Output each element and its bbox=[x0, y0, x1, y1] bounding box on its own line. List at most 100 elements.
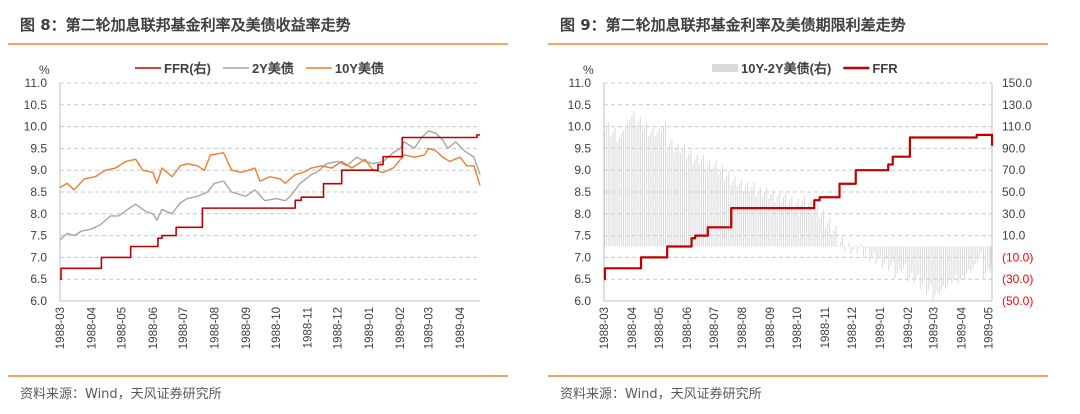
spread-bar bbox=[677, 144, 679, 247]
spread-bar bbox=[654, 136, 656, 247]
spread-bar bbox=[869, 246, 871, 262]
y-tick-label: 9.5 bbox=[574, 141, 591, 155]
spread-bar bbox=[713, 164, 715, 247]
spread-bar bbox=[675, 148, 677, 247]
x-tick-label: 1988-06 bbox=[148, 307, 160, 349]
spread-bar bbox=[686, 158, 688, 247]
spread-bar bbox=[753, 182, 755, 247]
y2-tick-label: (30.0) bbox=[1002, 272, 1033, 286]
spread-bar bbox=[614, 127, 616, 247]
spread-bar bbox=[968, 246, 970, 270]
y-tick-label: 10.5 bbox=[568, 98, 592, 112]
spread-bar bbox=[856, 246, 858, 254]
x-tick-label: 1988-04 bbox=[86, 306, 98, 349]
y2-tick-label: (50.0) bbox=[1002, 294, 1033, 308]
x-tick-label: 1988-11 bbox=[820, 307, 832, 348]
spread-bar bbox=[808, 202, 810, 247]
footer-divider bbox=[548, 375, 1048, 377]
spread-bar bbox=[945, 246, 947, 290]
spread-bar bbox=[919, 246, 921, 290]
spread-bar bbox=[959, 246, 961, 280]
footer-divider bbox=[8, 375, 508, 377]
y2-tick-label: 150.0 bbox=[1002, 76, 1032, 90]
y-tick-label: 9.5 bbox=[30, 141, 47, 155]
spread-bar bbox=[707, 164, 709, 247]
y2-tick-label: 10.0 bbox=[1002, 229, 1026, 243]
spread-bar bbox=[921, 246, 923, 285]
spread-bar bbox=[839, 241, 841, 247]
spread-bar bbox=[953, 246, 955, 280]
spread-bar bbox=[932, 246, 934, 300]
spread-bar bbox=[951, 246, 953, 284]
y-tick-label: 10.0 bbox=[24, 120, 48, 134]
x-tick-label: 1988-07 bbox=[709, 307, 721, 349]
spread-bar bbox=[761, 196, 763, 247]
y2-tick-label: 30.0 bbox=[1002, 207, 1026, 221]
spread-bar bbox=[978, 246, 980, 258]
spread-bar bbox=[898, 246, 900, 270]
spread-bar bbox=[907, 246, 909, 282]
y-tick-label: 6.0 bbox=[30, 294, 47, 308]
spread-bar bbox=[785, 193, 787, 247]
spread-bar bbox=[782, 197, 784, 247]
series-line-ffr bbox=[60, 134, 480, 280]
spread-bar bbox=[801, 200, 803, 247]
spread-bar bbox=[990, 246, 992, 269]
y-tick-label: 9.0 bbox=[574, 163, 591, 177]
x-tick-label: 1988-10 bbox=[271, 307, 283, 349]
spread-bar bbox=[976, 246, 978, 262]
spread-bar bbox=[804, 196, 806, 247]
spread-bar bbox=[652, 127, 654, 247]
spread-bar bbox=[820, 213, 822, 247]
spread-bar bbox=[620, 133, 622, 247]
y-axis-unit: % bbox=[39, 63, 50, 77]
spread-bar bbox=[858, 246, 860, 249]
y-axis-unit: % bbox=[583, 63, 594, 77]
spread-bar bbox=[955, 246, 957, 275]
spread-bar bbox=[700, 159, 702, 247]
spread-bar bbox=[936, 246, 938, 292]
spread-bar bbox=[854, 245, 856, 247]
spread-bar bbox=[900, 246, 902, 273]
spread-bar bbox=[799, 205, 801, 247]
spread-bar bbox=[738, 183, 740, 247]
spread-bar bbox=[660, 130, 662, 247]
spread-bar bbox=[618, 137, 620, 247]
legend-label-y2: 2Y美债 bbox=[252, 61, 294, 76]
spread-bar bbox=[665, 122, 667, 247]
spread-bar bbox=[966, 246, 968, 274]
source-note: 资料来源：Wind，天风证券研究所 bbox=[560, 387, 762, 402]
spread-bar bbox=[818, 218, 820, 247]
spread-bar bbox=[648, 136, 650, 247]
legend-swatch-spread bbox=[712, 64, 738, 72]
y-tick-label: 8.0 bbox=[574, 207, 591, 221]
spread-bar bbox=[835, 225, 837, 247]
spread-bar bbox=[957, 246, 959, 284]
spread-bar bbox=[726, 175, 728, 247]
spread-bar bbox=[812, 212, 814, 247]
x-tick-label: 1988-11 bbox=[302, 307, 314, 348]
spread-bar bbox=[724, 180, 726, 247]
spread-bar bbox=[764, 192, 766, 247]
x-tick-label: 1988-03 bbox=[55, 307, 67, 349]
x-tick-label: 1989-01 bbox=[875, 307, 887, 349]
spread-bar bbox=[768, 198, 770, 247]
x-tick-label: 1989-03 bbox=[928, 307, 940, 349]
spread-bar bbox=[644, 126, 646, 247]
spread-bar bbox=[865, 246, 867, 252]
spread-bar bbox=[612, 132, 614, 247]
spread-bar bbox=[947, 246, 949, 285]
spread-bar bbox=[702, 154, 704, 247]
spread-bar bbox=[877, 246, 879, 260]
spread-bar bbox=[789, 200, 791, 247]
spread-bar bbox=[717, 174, 719, 247]
series-line-y10 bbox=[59, 147, 481, 191]
spread-bar bbox=[631, 115, 633, 247]
spread-bar bbox=[924, 246, 926, 281]
spread-bar bbox=[740, 178, 742, 247]
title-divider bbox=[548, 43, 1048, 45]
spread-bar bbox=[837, 245, 839, 247]
legend-label-y10: 10Y美债 bbox=[335, 61, 384, 76]
spread-bar bbox=[705, 169, 707, 247]
